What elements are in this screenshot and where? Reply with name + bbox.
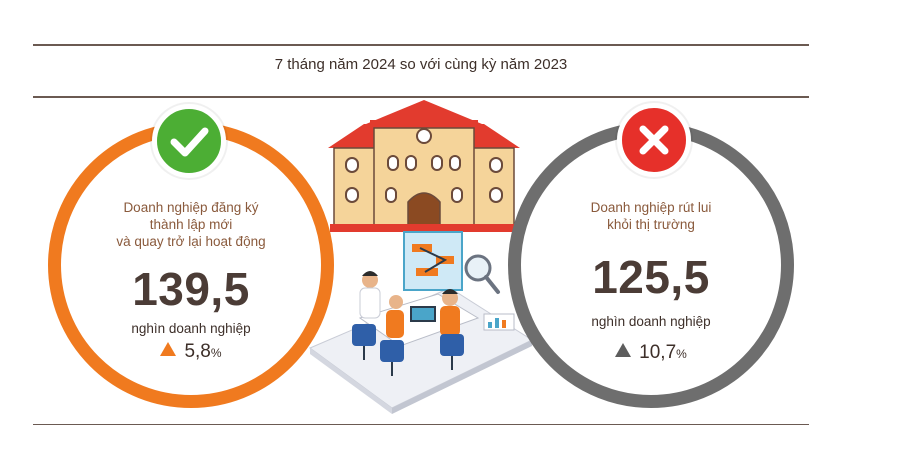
increase-triangle-icon [160,342,177,356]
right-label-line-1: Doanh nghiệp rút lui [590,200,712,215]
check-badge [152,104,226,178]
bottom-divider [33,424,809,425]
page-title: 7 tháng năm 2024 so với cùng kỳ năm 2023 [274,56,568,73]
right-label-line-2: khỏi thị trường [607,217,695,232]
cross-badge [617,103,691,177]
office-team-illustration [308,231,534,414]
increase-triangle-icon [615,343,632,357]
right-change-value: 10,7 [639,342,677,363]
right-stat-unit: nghìn doanh nghiệp [591,314,711,329]
left-stat-value: 139,5 [132,263,250,315]
header-divider [33,96,809,98]
left-stat-label: Doanh nghiệp đăng ký thành lập mới và qu… [86,199,296,250]
left-label-line-3: và quay trở lại hoạt động [116,234,266,249]
cross-icon [639,125,669,155]
right-stat-change: 10,7% [548,342,754,364]
left-stat-change: 5,8% [86,341,296,363]
left-change-value: 5,8 [184,341,211,362]
left-stat-unit: nghìn doanh nghiệp [131,321,251,336]
right-stat-value: 125,5 [592,251,710,303]
right-change-unit: % [676,347,687,361]
left-label-line-2: thành lập mới [149,217,233,232]
right-stat-label: Doanh nghiệp rút lui khỏi thị trường [548,199,754,233]
left-label-line-1: Doanh nghiệp đăng ký [123,200,259,215]
building-illustration [328,100,520,232]
left-change-unit: % [210,346,222,360]
top-divider [33,44,809,46]
check-icon [170,127,209,157]
